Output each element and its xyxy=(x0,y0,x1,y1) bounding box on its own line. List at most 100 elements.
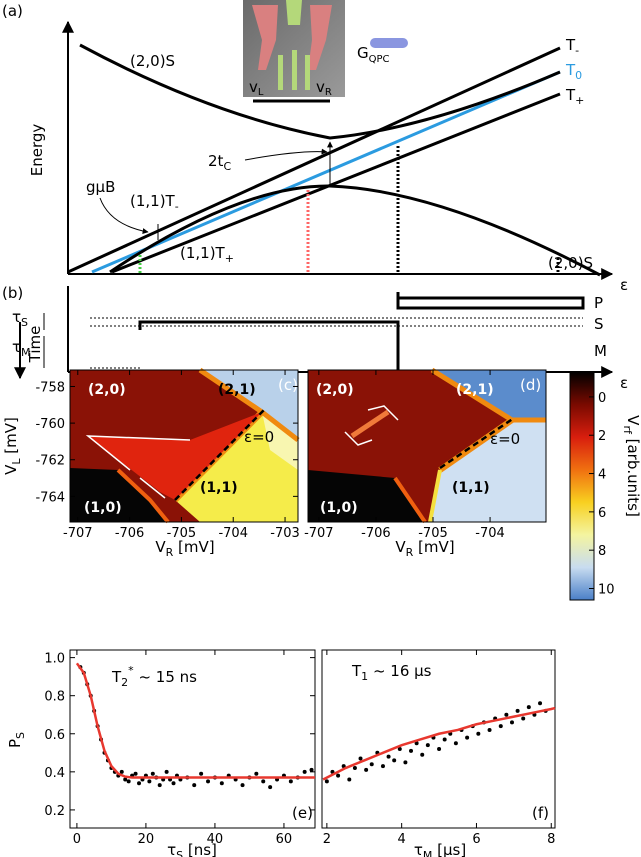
label-base: T xyxy=(565,36,576,54)
marker-line xyxy=(85,435,191,471)
region xyxy=(308,470,425,522)
region-label: (2,0) xyxy=(88,382,126,398)
label-rest: [mV] xyxy=(2,417,20,458)
label-sub: M xyxy=(21,346,31,359)
gate xyxy=(292,50,297,90)
region-label: (1,1) xyxy=(200,480,238,496)
state-label: T0 xyxy=(565,61,582,82)
state-label: (2,0)S xyxy=(130,52,175,70)
gate-label: vL xyxy=(249,78,264,98)
y-axis-label: Time xyxy=(26,326,44,364)
data-point xyxy=(409,748,414,753)
heatmap-d xyxy=(307,367,547,524)
data-point xyxy=(254,771,259,776)
annotation: τS xyxy=(12,308,28,329)
label-base: T xyxy=(111,668,122,686)
label-base: V xyxy=(395,538,406,556)
label-base: T xyxy=(565,86,576,104)
x-tick-label: -707 xyxy=(304,526,334,541)
data-point xyxy=(309,767,314,772)
panel-a xyxy=(62,20,614,280)
data-point xyxy=(425,743,430,748)
data-point xyxy=(465,735,470,740)
data-point xyxy=(414,741,419,746)
level-label: S xyxy=(594,315,604,333)
annotation: τM xyxy=(12,338,31,359)
data-point xyxy=(526,705,531,710)
data-point xyxy=(369,762,374,767)
label-sub: S xyxy=(176,849,183,857)
data-point xyxy=(192,783,197,788)
x-tick-label: -705 xyxy=(418,526,448,541)
data-point xyxy=(358,756,363,761)
data-point xyxy=(240,783,245,788)
marker-line xyxy=(344,431,373,446)
region-label: (1,0) xyxy=(320,500,358,516)
colorbar-tick-label: 0 xyxy=(598,391,606,406)
pulse-p-level xyxy=(396,296,585,310)
data-point xyxy=(504,712,509,717)
region xyxy=(430,420,546,522)
data-point xyxy=(157,783,162,788)
label-sub: rf xyxy=(621,425,634,435)
label-base: τ xyxy=(12,308,21,326)
data-point xyxy=(137,781,142,786)
frame xyxy=(307,369,547,523)
label-base: 2t xyxy=(208,152,224,170)
label-base: V xyxy=(2,464,20,475)
data-point xyxy=(133,771,138,776)
gate xyxy=(305,55,310,90)
gate-label: vR xyxy=(316,78,332,98)
region-label: (2,0) xyxy=(316,382,354,398)
label-sub: + xyxy=(575,94,584,107)
data-point xyxy=(521,716,526,721)
region xyxy=(88,412,262,500)
annotation: 2tC xyxy=(208,152,231,173)
frame xyxy=(321,649,556,829)
colorbar-tick-label: 2 xyxy=(598,429,606,444)
annotation: T2* ~ 15 ns xyxy=(111,664,197,689)
annotation: T1 ~ 16 μs xyxy=(351,662,432,683)
label-sub: + xyxy=(225,252,234,265)
data-point xyxy=(199,771,204,776)
label-sub: - xyxy=(175,200,179,213)
y-tick-label: 0.6 xyxy=(44,728,65,743)
x-tick-label: 60 xyxy=(276,832,293,847)
data-point xyxy=(437,746,442,751)
label-arrow xyxy=(244,148,328,161)
data-point xyxy=(119,769,124,774)
annotation: gμB xyxy=(86,178,115,196)
data-point xyxy=(364,767,369,772)
annotation: ε=0 xyxy=(244,428,274,446)
data-point xyxy=(288,779,293,784)
heatmap-c xyxy=(69,367,300,524)
label-sub: R xyxy=(325,87,332,98)
qpc-arrow xyxy=(350,24,376,61)
colorbar xyxy=(569,371,595,601)
label-rest: [mV] xyxy=(173,538,214,556)
x-tick-label: 6 xyxy=(472,832,480,847)
region xyxy=(200,370,298,440)
x-tick-label: -704 xyxy=(218,526,248,541)
boundary xyxy=(116,468,170,524)
data-point xyxy=(219,781,224,786)
x-axis-label: ε xyxy=(620,374,628,392)
gate xyxy=(286,0,302,25)
label-sub: L xyxy=(258,87,264,98)
t-zero-line xyxy=(91,70,561,274)
t-minus-line xyxy=(67,46,561,274)
x-axis-label: VR [mV] xyxy=(395,538,454,559)
region xyxy=(175,412,298,522)
y-axis-label: PS xyxy=(6,732,27,748)
y-axis-label: VL [mV] xyxy=(2,417,23,475)
label-sub: S xyxy=(14,732,27,739)
colorbar-tick-label: 6 xyxy=(598,506,606,521)
label-base: τ xyxy=(12,338,21,356)
label-sub: R xyxy=(166,546,174,559)
data-point xyxy=(150,771,155,776)
fit-line xyxy=(75,662,315,779)
gate xyxy=(252,5,278,70)
y-tick-label: 1.0 xyxy=(44,652,65,667)
data-point xyxy=(498,724,503,729)
y-tick-label: 0.2 xyxy=(44,804,65,819)
